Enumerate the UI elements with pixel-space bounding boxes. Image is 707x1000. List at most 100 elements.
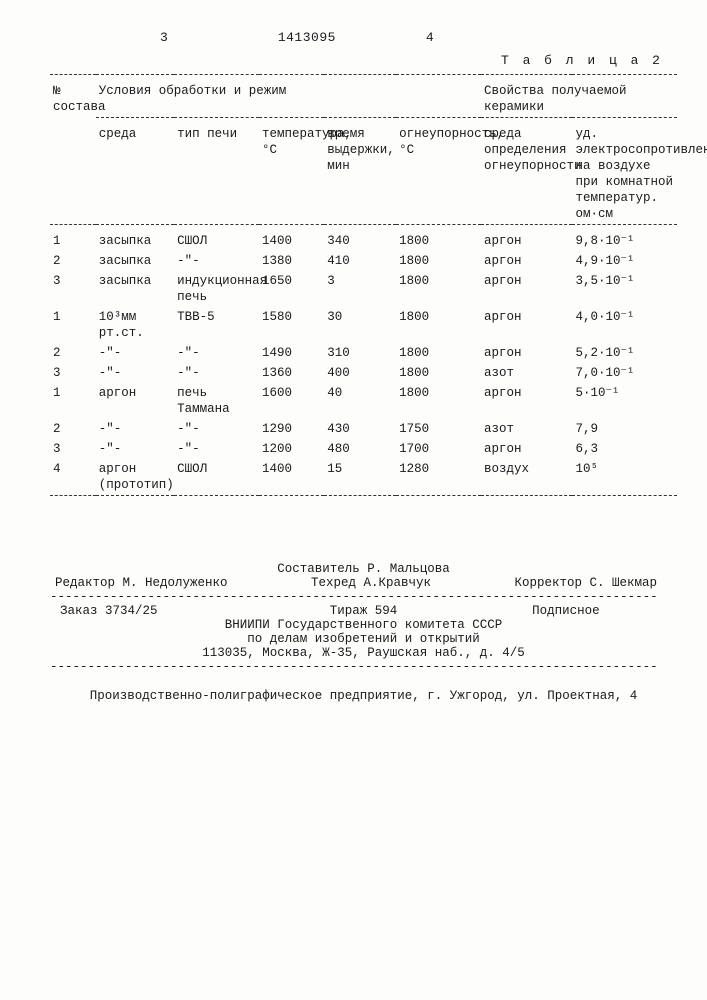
org-line-2: по делам изобретений и открытий	[50, 632, 677, 646]
cell-time: 3	[324, 271, 396, 307]
compiler-line: Составитель Р. Мальцова	[50, 562, 677, 576]
cell-res: 4,0·10⁻¹	[572, 307, 677, 343]
cell-fur: печь Таммана	[174, 383, 259, 419]
cell-temp: 1490	[259, 343, 324, 363]
cell-temp: 1600	[259, 383, 324, 419]
cell-temp: 1400	[259, 459, 324, 496]
table-row: 3-"--"-13604001800азот7,0·10⁻¹	[50, 363, 677, 383]
order-line: Заказ 3734/25	[60, 604, 262, 618]
data-table: № состава Условия обработки и режим Свой…	[50, 74, 677, 502]
cell-env: засыпка	[96, 271, 174, 307]
cell-res: 6,3	[572, 439, 677, 459]
cell-med: аргон	[481, 271, 572, 307]
cell-n: 3	[50, 439, 96, 459]
cell-n: 3	[50, 363, 96, 383]
cell-env: 10³мм рт.ст.	[96, 307, 174, 343]
printer-line: Производственно-полиграфическое предприя…	[50, 689, 677, 703]
cell-med: аргон	[481, 307, 572, 343]
cell-time: 15	[324, 459, 396, 496]
table-row: 4аргон (прототип)СШОЛ1400151280воздух10⁵	[50, 459, 677, 496]
cell-time: 400	[324, 363, 396, 383]
cell-time: 40	[324, 383, 396, 419]
cell-med: аргон	[481, 343, 572, 363]
col-header-no: № состава	[50, 81, 96, 225]
cell-temp: 1200	[259, 439, 324, 459]
cell-temp: 1360	[259, 363, 324, 383]
cell-env: аргон (прототип)	[96, 459, 174, 496]
cell-fire: 1800	[396, 307, 481, 343]
cell-fire: 1280	[396, 459, 481, 496]
cell-fire: 1800	[396, 363, 481, 383]
cell-fur: ТВВ-5	[174, 307, 259, 343]
table-row: 2-"--"-12904301750азот7,9	[50, 419, 677, 439]
cell-res: 5,2·10⁻¹	[572, 343, 677, 363]
cell-fur: СШОЛ	[174, 231, 259, 251]
cell-n: 1	[50, 307, 96, 343]
cell-temp: 1290	[259, 419, 324, 439]
tirazh-line: Тираж 594	[262, 604, 464, 618]
cell-env: засыпка	[96, 251, 174, 271]
cell-temp: 1650	[259, 271, 324, 307]
org-line-1: ВНИИПИ Государственного комитета СССР	[50, 618, 677, 632]
cell-fire: 1800	[396, 343, 481, 363]
cell-res: 9,8·10⁻¹	[572, 231, 677, 251]
cell-fur: -"-	[174, 363, 259, 383]
cell-n: 3	[50, 271, 96, 307]
col-header-medium: среда определения огнеупорности	[481, 124, 572, 225]
cell-temp: 1380	[259, 251, 324, 271]
cell-fire: 1800	[396, 383, 481, 419]
imprint-footer: Составитель Р. Мальцова Редактор М. Недо…	[50, 562, 677, 674]
cell-res: 3,5·10⁻¹	[572, 271, 677, 307]
cell-fire: 1800	[396, 271, 481, 307]
cell-env: -"-	[96, 343, 174, 363]
cell-fire: 1800	[396, 231, 481, 251]
col-header-fire: огнеупорность, °C	[396, 124, 481, 225]
editor-line: Редактор М. Недолуженко	[55, 576, 228, 590]
cell-n: 1	[50, 383, 96, 419]
corrector-line: Корректор С. Шекмар	[514, 576, 657, 590]
cell-env: засыпка	[96, 231, 174, 251]
divider: ----------------------------------------…	[50, 660, 677, 674]
cell-res: 5·10⁻¹	[572, 383, 677, 419]
cell-time: 410	[324, 251, 396, 271]
cell-med: азот	[481, 419, 572, 439]
cell-res: 7,0·10⁻¹	[572, 363, 677, 383]
document-id: 1413095	[278, 30, 336, 45]
cell-res: 4,9·10⁻¹	[572, 251, 677, 271]
cell-fire: 1700	[396, 439, 481, 459]
cell-med: аргон	[481, 439, 572, 459]
cell-med: аргон	[481, 251, 572, 271]
col-header-resist: уд. электросопротивление на воздухе при …	[572, 124, 677, 225]
col-header-time: время выдержки, мин	[324, 124, 396, 225]
cell-fur: СШОЛ	[174, 459, 259, 496]
table-row: 2-"--"-14903101800аргон5,2·10⁻¹	[50, 343, 677, 363]
table-row: 1аргонпечь Таммана1600401800аргон5·10⁻¹	[50, 383, 677, 419]
page-number-right: 4	[426, 30, 434, 45]
cell-n: 2	[50, 251, 96, 271]
cell-fur: -"-	[174, 419, 259, 439]
cell-env: -"-	[96, 439, 174, 459]
address-line: 113035, Москва, Ж-35, Раушская наб., д. …	[50, 646, 677, 660]
col-header-temp: температура, °C	[259, 124, 324, 225]
cell-env: аргон	[96, 383, 174, 419]
cell-fur: индукционная печь	[174, 271, 259, 307]
cell-n: 4	[50, 459, 96, 496]
table-row: 1засыпкаСШОЛ14003401800аргон9,8·10⁻¹	[50, 231, 677, 251]
cell-temp: 1400	[259, 231, 324, 251]
cell-res: 7,9	[572, 419, 677, 439]
cell-env: -"-	[96, 363, 174, 383]
cell-med: азот	[481, 363, 572, 383]
col-header-furnace: тип печи	[174, 124, 259, 225]
cell-fire: 1750	[396, 419, 481, 439]
table-row: 2засыпка-"-13804101800аргон4,9·10⁻¹	[50, 251, 677, 271]
col-header-env: среда	[96, 124, 174, 225]
cell-fur: -"-	[174, 343, 259, 363]
cell-time: 310	[324, 343, 396, 363]
page-top-numbers: 3 1413095 4	[50, 30, 677, 45]
cell-fur: -"-	[174, 439, 259, 459]
cell-med: аргон	[481, 231, 572, 251]
techred-line: Техред А.Кравчук	[311, 576, 431, 590]
table-row: 110³мм рт.ст.ТВВ-51580301800аргон4,0·10⁻…	[50, 307, 677, 343]
cell-time: 480	[324, 439, 396, 459]
cell-n: 2	[50, 343, 96, 363]
